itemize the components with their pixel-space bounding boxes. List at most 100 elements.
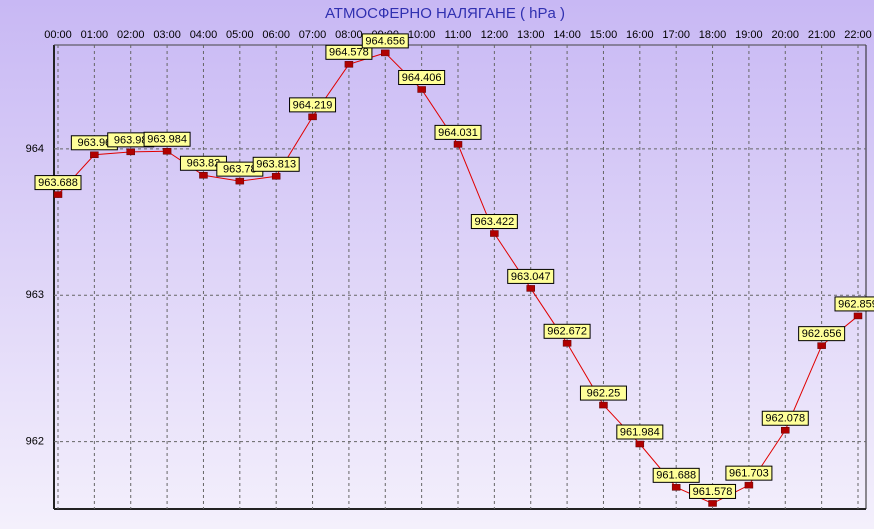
data-label-text: 962.672 [547,326,587,338]
x-tick-label: 22:00 [844,29,872,41]
x-tick-label: 13:00 [517,29,545,41]
data-label-text: 961.578 [693,486,733,498]
marker [526,285,535,292]
marker [599,401,608,409]
data-label-box [616,424,664,440]
data-label: 962.25 [579,385,627,401]
data-label-box [507,268,555,284]
y-tick-label: 964 [26,143,44,155]
data-label-box [543,323,591,339]
data-label-text: 964.031 [438,127,478,139]
x-tick-label: 21:00 [808,29,836,41]
data-label-box [834,296,874,312]
data-label-box [289,97,337,113]
data-label: 963.813 [252,156,300,172]
marker [853,312,863,320]
data-label-text: 962.078 [765,413,805,425]
data-label-box [434,124,482,140]
x-tick-label: 15:00 [590,29,618,41]
data-label-box [798,326,846,342]
data-label: 964.406 [398,69,446,85]
x-tick-label: 20:00 [772,29,800,41]
data-label-box [470,214,518,230]
data-label: 963.422 [470,214,518,230]
x-tick-label: 00:00 [44,29,72,41]
data-label-text: 963.047 [511,271,551,283]
data-label: 961.578 [689,483,737,499]
x-tick-label: 08:00 [335,29,363,41]
data-label-text: 961.688 [656,470,696,482]
marker [744,481,754,489]
x-tick-label: 06:00 [262,29,290,41]
x-tick-label: 18:00 [699,29,727,41]
data-label-text: 963.422 [474,216,514,228]
data-label: 963.98 [107,132,155,148]
data-label-box [761,410,809,426]
data-label-box [689,483,737,499]
marker [417,86,426,93]
data-label-box [725,465,773,481]
marker [671,484,681,491]
y-tick-label: 962 [26,436,44,448]
data-label-text: 963.96 [78,137,112,149]
marker [53,191,63,198]
data-label-text: 962.859 [838,298,874,310]
data-label-text: 963.98 [114,134,148,146]
marker [271,173,281,180]
data-label: 963.96 [70,135,118,151]
data-label-box [652,467,700,483]
x-tick-label: 16:00 [626,29,654,41]
data-label-text: 964.656 [365,35,405,47]
data-label: 963.984 [143,131,191,147]
marker [344,61,354,68]
data-label: 963.688 [34,175,82,191]
marker [817,342,826,349]
marker [126,148,135,156]
data-label-text: 963.813 [256,159,296,171]
data-label: 964.578 [325,44,373,60]
x-tick-label: 05:00 [226,29,254,41]
x-tick-label: 14:00 [553,29,581,41]
data-label-box [361,33,409,49]
data-label: 962.859 [834,296,874,312]
data-label-text: 963.984 [147,134,187,146]
marker [199,172,208,179]
marker [562,340,572,347]
data-label-text: 964.219 [293,99,333,111]
data-label-text: 962.656 [802,328,842,340]
data-label-box [143,131,191,147]
data-label-text: 963.688 [38,177,78,189]
data-label: 961.688 [652,467,700,483]
data-label: 962.672 [543,323,591,339]
y-tick-label: 963 [26,289,44,301]
data-label-box [252,156,300,172]
data-label-box [579,385,627,401]
data-label: 963.047 [507,268,555,284]
data-label-text: 961.703 [729,468,769,480]
x-tick-label: 07:00 [299,29,327,41]
marker [162,148,172,155]
data-label-box [398,69,446,85]
x-tick-label: 11:00 [445,29,472,41]
data-label: 963.82 [179,155,227,171]
data-label-text: 962.25 [587,387,621,399]
x-tick-label: 19:00 [735,29,763,41]
data-label: 962.078 [761,410,809,426]
data-label-text: 963.82 [187,158,221,170]
x-tick-label: 12:00 [481,29,509,41]
data-label-text: 963.78 [223,164,257,176]
data-label-box [34,175,82,191]
marker [781,427,790,434]
data-label-text: 964.578 [329,47,369,59]
marker [235,177,245,185]
data-label: 964.656 [361,33,409,49]
data-label: 964.031 [434,124,482,140]
data-label: 962.656 [798,326,846,342]
marker [490,230,499,237]
x-tick-label: 04:00 [190,29,218,41]
x-tick-label: 10:00 [408,29,436,41]
marker [308,113,317,121]
data-label: 961.703 [725,465,773,481]
